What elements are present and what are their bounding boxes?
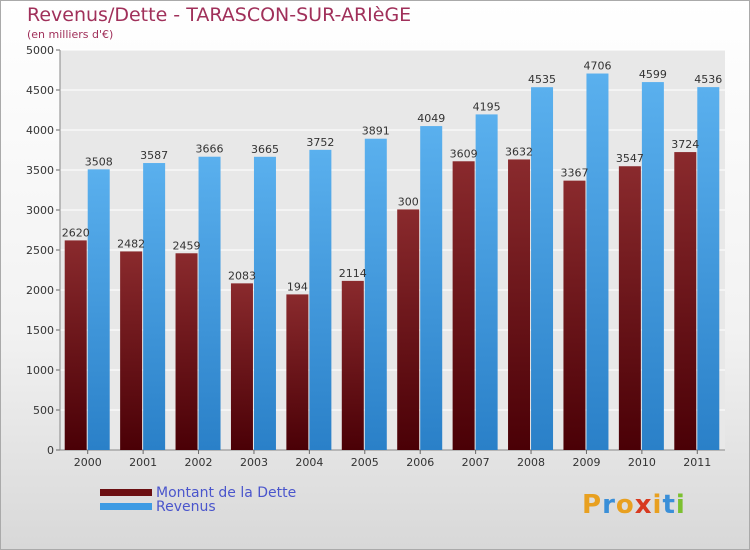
data-label-debt: 2482	[117, 237, 145, 250]
bar-debt	[286, 294, 309, 450]
x-tick-label: 2004	[295, 456, 323, 469]
bar-revenue	[143, 163, 166, 451]
bar-revenue	[475, 114, 498, 451]
y-tick-label: 3500	[26, 164, 54, 177]
y-tick-label: 4000	[26, 124, 54, 137]
y-tick-label: 4500	[26, 84, 54, 97]
bar-revenue	[697, 87, 720, 451]
data-label-revenue: 3587	[140, 149, 168, 162]
x-tick-label: 2006	[406, 456, 434, 469]
chart-title: Revenus/Dette - TARASCON-SUR-ARIèGE	[27, 4, 412, 26]
bar-debt	[230, 283, 253, 450]
x-tick-label: 2007	[462, 456, 490, 469]
data-label-debt: 2620	[62, 226, 90, 239]
data-label-debt: 2114	[339, 267, 367, 280]
bar-revenue	[364, 138, 387, 450]
bar-revenue	[87, 169, 110, 451]
bar-revenue	[641, 82, 664, 450]
y-tick-label: 3000	[26, 204, 54, 217]
legend-label-revenue: Revenus	[156, 499, 216, 515]
data-label-revenue: 4706	[583, 60, 611, 73]
data-label-debt: 2083	[228, 269, 256, 282]
data-label-revenue: 4195	[473, 100, 501, 113]
data-label-revenue: 3508	[85, 155, 113, 168]
x-tick-label: 2008	[517, 456, 545, 469]
logo-letter: t	[662, 490, 676, 520]
x-tick-label: 2010	[628, 456, 656, 469]
x-tick-label: 2003	[240, 456, 268, 469]
data-label-debt: 300	[398, 195, 419, 208]
logo-letter: x	[634, 490, 653, 520]
logo-letter: i	[652, 490, 663, 520]
logo-letter: i	[675, 490, 686, 520]
y-tick-label: 2500	[26, 244, 54, 257]
data-label-revenue: 3666	[196, 143, 224, 156]
legend-swatch-revenue	[100, 503, 152, 510]
y-tick-label: 1000	[26, 364, 54, 377]
y-tick-label: 1500	[26, 324, 54, 337]
bar-debt	[64, 240, 87, 450]
x-tick-label: 2011	[683, 456, 711, 469]
y-tick-label: 5000	[26, 44, 54, 57]
data-label-debt: 3632	[505, 145, 533, 158]
logo-letter: o	[615, 490, 635, 520]
logo-letter: P	[582, 490, 603, 520]
y-tick-label: 500	[33, 404, 54, 417]
bar-debt	[175, 253, 198, 450]
proxiti-logo: Proxiti	[582, 490, 686, 520]
logo-letter: r	[602, 490, 616, 520]
data-label-debt: 3609	[450, 147, 478, 160]
bar-debt	[397, 209, 420, 450]
bar-revenue	[531, 87, 554, 450]
bar-debt	[120, 251, 143, 450]
data-label-debt: 3724	[671, 138, 699, 151]
chart-subtitle: (en milliers d'€)	[27, 28, 114, 41]
bar-debt	[452, 161, 475, 450]
x-tick-label: 2005	[351, 456, 379, 469]
x-tick-label: 2000	[74, 456, 102, 469]
data-label-revenue: 4535	[528, 73, 556, 86]
data-label-debt: 2459	[173, 239, 201, 252]
data-label-debt: 3367	[560, 167, 588, 180]
bar-revenue	[420, 126, 443, 450]
bar-debt	[674, 152, 697, 450]
data-label-revenue: 3752	[306, 136, 334, 149]
data-label-revenue: 4049	[417, 112, 445, 125]
legend-label-debt: Montant de la Dette	[156, 485, 297, 501]
x-tick-label: 2009	[572, 456, 600, 469]
bar-revenue	[253, 156, 276, 451]
y-tick-label: 0	[47, 444, 54, 457]
bar-debt	[618, 166, 641, 451]
bar-debt	[341, 280, 364, 450]
data-label-debt: 3547	[616, 152, 644, 165]
bar-revenue	[198, 156, 221, 450]
data-label-revenue: 4599	[639, 68, 667, 81]
x-tick-label: 2002	[185, 456, 213, 469]
bar-revenue	[586, 73, 609, 451]
data-label-revenue: 4536	[694, 73, 722, 86]
legend-swatch-debt	[100, 489, 152, 496]
data-label-revenue: 3665	[251, 143, 279, 156]
data-label-revenue: 3891	[362, 125, 390, 138]
y-tick-label: 2000	[26, 284, 54, 297]
bar-debt	[508, 159, 531, 450]
bar-debt	[563, 180, 586, 450]
bar-revenue	[309, 149, 332, 450]
data-label-debt: 194	[287, 280, 308, 293]
x-tick-label: 2001	[129, 456, 157, 469]
